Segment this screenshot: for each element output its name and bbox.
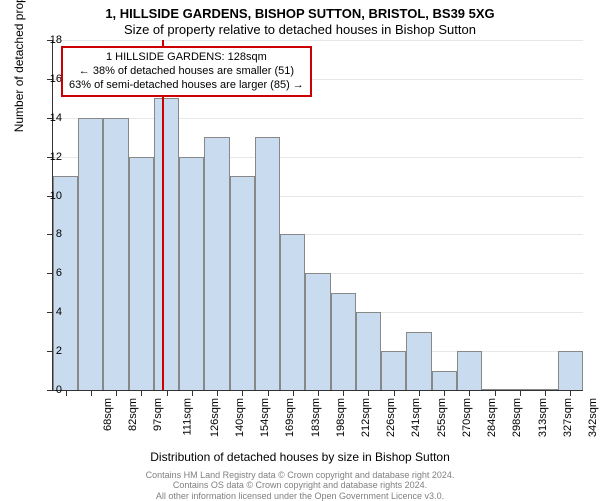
- y-tick-label: 2: [56, 345, 62, 357]
- histogram-bar: [507, 389, 532, 390]
- x-tick: [444, 391, 445, 396]
- histogram-bar: [179, 157, 204, 390]
- x-tick: [495, 391, 496, 396]
- legend-box: 1 HILLSIDE GARDENS: 128sqm ← 38% of detac…: [61, 46, 312, 97]
- x-tick: [343, 391, 344, 396]
- histogram-bar: [482, 389, 507, 390]
- chart-plot-area: 1 HILLSIDE GARDENS: 128sqm ← 38% of detac…: [52, 40, 583, 391]
- x-tick: [545, 391, 546, 396]
- histogram-bar: [457, 351, 482, 390]
- x-tick-label: 154sqm: [259, 398, 271, 437]
- x-tick-label: 82sqm: [127, 398, 139, 431]
- footer-line-1: Contains HM Land Registry data © Crown c…: [146, 470, 455, 480]
- histogram-bar: [356, 312, 381, 390]
- x-tick: [368, 391, 369, 396]
- y-tick: [47, 234, 52, 235]
- x-tick: [242, 391, 243, 396]
- x-tick-label: 327sqm: [562, 398, 574, 437]
- x-tick: [91, 391, 92, 396]
- x-tick: [570, 391, 571, 396]
- x-tick-label: 241sqm: [411, 398, 423, 437]
- histogram-bar: [381, 351, 406, 390]
- x-tick: [520, 391, 521, 396]
- x-tick-label: 183sqm: [310, 398, 322, 437]
- chart-footer: Contains HM Land Registry data © Crown c…: [0, 470, 600, 501]
- footer-line-2: Contains OS data © Crown copyright and d…: [173, 480, 427, 490]
- x-tick: [116, 391, 117, 396]
- x-tick: [419, 391, 420, 396]
- y-tick-label: 0: [56, 384, 62, 396]
- y-tick: [47, 390, 52, 391]
- x-tick-label: 140sqm: [234, 398, 246, 437]
- grid-line: [53, 118, 583, 119]
- x-tick: [167, 391, 168, 396]
- x-axis-title: Distribution of detached houses by size …: [0, 450, 600, 464]
- x-tick-label: 226sqm: [385, 398, 397, 437]
- footer-line-3: All other information licensed under the…: [156, 491, 444, 501]
- chart-title-subtitle: Size of property relative to detached ho…: [0, 22, 600, 37]
- x-tick-label: 68sqm: [102, 398, 114, 431]
- y-tick-label: 14: [50, 112, 62, 124]
- histogram-bar: [103, 118, 128, 390]
- chart-title-address: 1, HILLSIDE GARDENS, BISHOP SUTTON, BRIS…: [0, 6, 600, 21]
- histogram-bar: [129, 157, 154, 390]
- x-tick: [66, 391, 67, 396]
- histogram-bar: [305, 273, 330, 390]
- x-tick: [141, 391, 142, 396]
- x-tick-label: 342sqm: [587, 398, 599, 437]
- y-tick-label: 10: [50, 190, 62, 202]
- histogram-bar: [432, 371, 457, 390]
- x-tick: [318, 391, 319, 396]
- histogram-bar: [255, 137, 280, 390]
- legend-line-3: 63% of semi-detached houses are larger (…: [69, 79, 304, 91]
- x-tick: [469, 391, 470, 396]
- histogram-bar: [533, 389, 558, 390]
- histogram-bar: [53, 176, 78, 390]
- y-tick-label: 6: [56, 267, 62, 279]
- x-tick-label: 255sqm: [436, 398, 448, 437]
- y-axis-title: Number of detached properties: [12, 0, 26, 132]
- x-tick: [192, 391, 193, 396]
- y-tick-label: 4: [56, 306, 62, 318]
- y-tick: [47, 273, 52, 274]
- legend-line-2: ← 38% of detached houses are smaller (51…: [79, 65, 294, 77]
- x-tick: [268, 391, 269, 396]
- histogram-bar: [331, 293, 356, 390]
- y-tick-label: 12: [50, 151, 62, 163]
- x-tick-label: 97sqm: [152, 398, 164, 431]
- histogram-bar: [230, 176, 255, 390]
- histogram-bar: [406, 332, 431, 390]
- histogram-bar: [558, 351, 583, 390]
- x-tick-label: 298sqm: [512, 398, 524, 437]
- x-tick: [217, 391, 218, 396]
- histogram-bar: [280, 234, 305, 390]
- grid-line: [53, 40, 583, 41]
- x-tick-label: 198sqm: [335, 398, 347, 437]
- histogram-bar: [78, 118, 103, 390]
- x-tick: [293, 391, 294, 396]
- x-tick-label: 212sqm: [360, 398, 372, 437]
- x-tick-label: 284sqm: [486, 398, 498, 437]
- histogram-bar: [204, 137, 229, 390]
- legend-line-1: 1 HILLSIDE GARDENS: 128sqm: [106, 51, 267, 63]
- y-tick: [47, 351, 52, 352]
- x-tick-label: 169sqm: [284, 398, 296, 437]
- x-tick: [394, 391, 395, 396]
- x-tick-label: 270sqm: [461, 398, 473, 437]
- x-tick-label: 126sqm: [209, 398, 221, 437]
- y-tick-label: 18: [50, 34, 62, 46]
- histogram-bar: [154, 98, 179, 390]
- x-tick-label: 111sqm: [182, 398, 194, 436]
- y-tick-label: 8: [56, 228, 62, 240]
- y-tick: [47, 312, 52, 313]
- x-tick-label: 313sqm: [537, 398, 549, 437]
